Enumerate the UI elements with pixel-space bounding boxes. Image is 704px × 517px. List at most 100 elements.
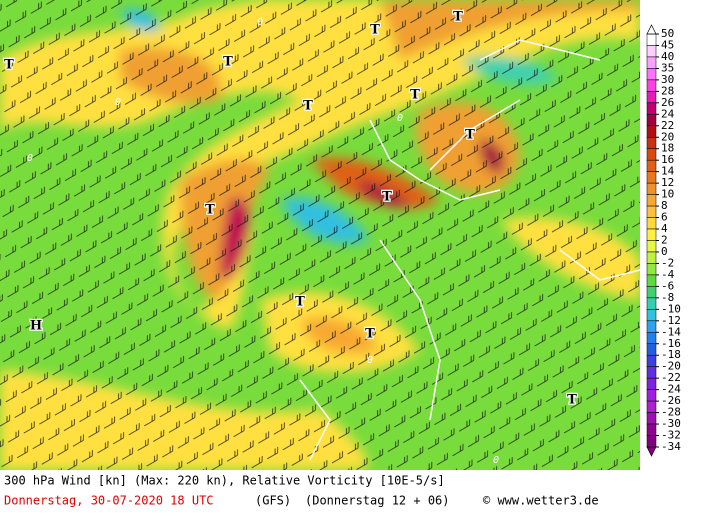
colorbar-swatch	[646, 114, 657, 127]
colorbar-label: -16	[661, 337, 681, 350]
colorbar-label: -22	[661, 371, 681, 384]
contour-label: 0	[367, 355, 373, 366]
colorbar-label: 0	[661, 245, 668, 258]
colorbar-label: -14	[661, 325, 681, 338]
colorbar-swatch	[646, 217, 657, 230]
colorbar-swatch	[646, 102, 657, 115]
colorbar-swatch	[646, 366, 657, 379]
colorbar-swatch	[646, 240, 657, 253]
contour-label: 0	[115, 97, 121, 108]
pressure-marker: T	[567, 393, 577, 408]
colorbar-label: 20	[661, 130, 674, 143]
colorbar-label: 30	[661, 73, 674, 86]
colorbar-swatch	[646, 309, 657, 322]
colorbar-label: -18	[661, 348, 681, 361]
colorbar-label: -34	[661, 440, 681, 453]
run-label: (Donnerstag 12 + 06)	[305, 494, 450, 508]
model-label: (GFS)	[255, 494, 291, 508]
pressure-marker: T	[453, 10, 463, 25]
colorbar-label: 10	[661, 188, 674, 201]
colorbar: 50454035302826242220181614121086420-2-4-…	[646, 24, 681, 457]
colorbar-label: -20	[661, 360, 681, 373]
colorbar-label: -6	[661, 279, 674, 292]
colorbar-label: 35	[661, 61, 674, 74]
colorbar-swatch	[646, 354, 657, 367]
colorbar-label: 26	[661, 96, 674, 109]
colorbar-label: -10	[661, 302, 681, 315]
colorbar-swatch	[646, 182, 657, 195]
pressure-marker: T	[465, 128, 475, 143]
pressure-marker: T	[205, 203, 215, 218]
pressure-marker: T	[370, 23, 380, 38]
colorbar-label: 40	[661, 50, 674, 63]
colorbar-label: 2	[661, 234, 668, 247]
colorbar-swatch	[646, 79, 657, 92]
colorbar-label: 8	[661, 199, 668, 212]
colorbar-swatch	[646, 159, 657, 172]
colorbar-swatch	[646, 91, 657, 104]
colorbar-swatch	[646, 263, 657, 276]
colorbar-label: -8	[661, 291, 674, 304]
colorbar-swatch	[646, 274, 657, 287]
colorbar-swatch	[646, 137, 657, 149]
colorbar-label: -28	[661, 406, 681, 419]
pressure-marker: T	[365, 327, 375, 342]
colorbar-swatch	[646, 171, 657, 184]
date-label: Donnerstag, 30-07-2020 18 UTC	[4, 494, 214, 508]
colorbar-swatch	[646, 125, 657, 138]
contour-label: 0	[257, 17, 263, 28]
colorbar-label: -4	[661, 268, 675, 281]
colorbar-label: 45	[661, 38, 674, 51]
colorbar-label: -24	[661, 383, 681, 396]
colorbar-swatch	[646, 332, 657, 344]
colorbar-swatch	[646, 435, 657, 448]
contour-label: 0	[493, 455, 499, 466]
colorbar-label: 24	[661, 107, 675, 120]
pressure-marker: T	[382, 190, 392, 205]
colorbar-label: 22	[661, 119, 674, 132]
colorbar-swatch	[646, 205, 657, 218]
colorbar-label: 6	[661, 211, 668, 224]
colorbar-swatch	[646, 412, 657, 425]
colorbar-label: -32	[661, 429, 681, 442]
colorbar-swatch	[646, 68, 657, 81]
colorbar-label: 4	[661, 222, 668, 235]
colorbar-label: -2	[661, 256, 674, 269]
colorbar-label: 14	[661, 165, 675, 178]
pressure-marker: T	[4, 58, 14, 73]
credit-label: © www.wetter3.de	[483, 494, 599, 508]
colorbar-swatch	[646, 33, 657, 46]
pressure-marker: T	[303, 99, 313, 114]
colorbar-swatch	[646, 148, 657, 161]
colorbar-swatch	[646, 228, 657, 241]
colorbar-swatch	[646, 400, 657, 413]
colorbar-swatch	[646, 45, 657, 58]
colorbar-label: 16	[661, 153, 674, 166]
pressure-marker: H	[30, 319, 42, 334]
colorbar-swatch	[646, 320, 657, 333]
map-field	[0, 0, 640, 470]
colorbar-cap	[646, 24, 657, 35]
colorbar-label: 50	[661, 27, 674, 40]
colorbar-swatch	[646, 297, 657, 310]
colorbar-label: 28	[661, 84, 674, 97]
colorbar-label: 12	[661, 176, 674, 189]
colorbar-swatch	[646, 377, 657, 390]
colorbar-swatch	[646, 251, 657, 264]
colorbar-swatch	[646, 389, 657, 402]
pressure-marker: T	[410, 88, 420, 103]
colorbar-label: 18	[661, 142, 674, 155]
map-title: 300 hPa Wind [kn] (Max: 220 kn), Relativ…	[4, 474, 445, 488]
pressure-marker: T	[223, 55, 233, 70]
contour-label: 0	[27, 153, 33, 164]
colorbar-swatch	[646, 343, 657, 356]
colorbar-swatch	[646, 56, 657, 69]
pressure-marker: T	[295, 295, 305, 310]
colorbar-swatch	[646, 194, 657, 207]
colorbar-swatch	[646, 286, 657, 299]
colorbar-label: -12	[661, 314, 681, 327]
colorbar-label: -30	[661, 417, 681, 430]
